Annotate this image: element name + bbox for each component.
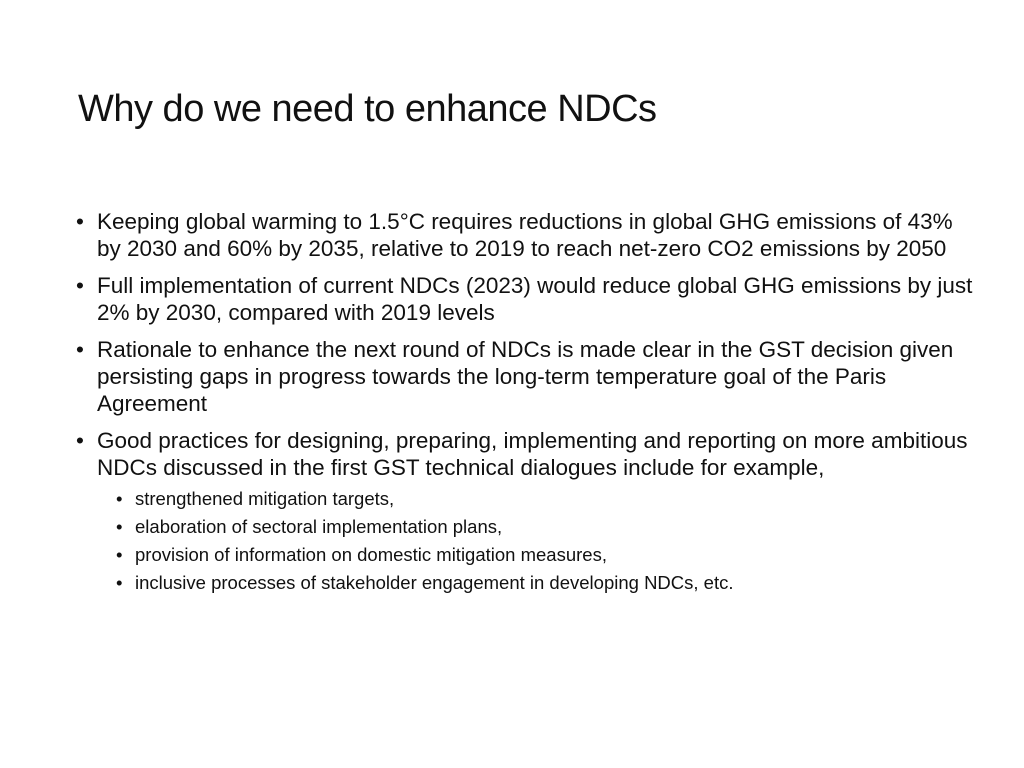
- sub-bullet-list: strengthened mitigation targets, elabora…: [76, 485, 976, 597]
- bullet-list: Keeping global warming to 1.5°C requires…: [76, 208, 976, 607]
- slide-title: Why do we need to enhance NDCs: [78, 88, 657, 130]
- bullet: Good practices for designing, preparing,…: [76, 427, 976, 597]
- bullet: Full implementation of current NDCs (202…: [76, 272, 976, 326]
- bullet: Keeping global warming to 1.5°C requires…: [76, 208, 976, 262]
- bullet: Rationale to enhance the next round of N…: [76, 336, 976, 417]
- sub-bullet: strengthened mitigation targets,: [76, 485, 976, 513]
- sub-bullet: provision of information on domestic mit…: [76, 541, 976, 569]
- sub-bullet: elaboration of sectoral implementation p…: [76, 513, 976, 541]
- bullet-text: Good practices for designing, preparing,…: [97, 428, 968, 480]
- sub-bullet: inclusive processes of stakeholder engag…: [76, 569, 976, 597]
